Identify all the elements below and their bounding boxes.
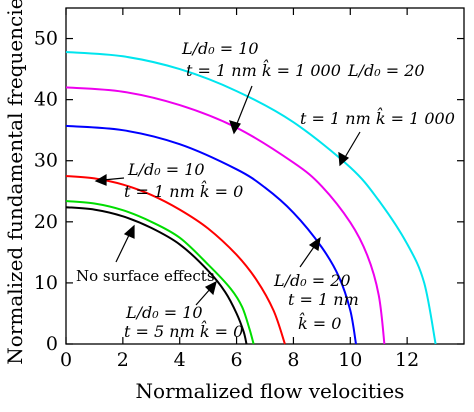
ticks-group: 0 2 4 6 8 10 12 0 10 20 30 40 50 [34, 8, 464, 371]
annotation-a7: L/d₀ = 20 t = 1 nm k̂ = 0 [273, 271, 359, 333]
series-line-5 [65, 51, 437, 345]
x-tick-label-5: 10 [338, 349, 362, 371]
annotation-a5-line1: No surface effects [76, 267, 215, 285]
annotation-a5: No surface effects [76, 267, 215, 285]
arrow-a5 [115, 224, 135, 263]
series-line-0 [65, 206, 248, 345]
annotation-a1-line2: t = 1 nm k̂ = 1 000 [186, 60, 341, 80]
annotation-a7-line3: k̂ = 0 [298, 313, 341, 333]
annotation-a6: L/d₀ = 10 t = 5 nm k̂ = 0 [124, 303, 243, 341]
arrow-a3 [338, 131, 361, 167]
annotation-a6-line1: L/d₀ = 10 [125, 303, 203, 322]
annotation-a2-line1: L/d₀ = 20 [347, 61, 425, 80]
annotation-a7-line2: t = 1 nm [288, 290, 359, 309]
annotation-a1: L/d₀ = 10 t = 1 nm k̂ = 1 000 [181, 39, 341, 80]
x-tick-label-6: 12 [395, 349, 419, 371]
x-tick-label-4: 8 [287, 349, 299, 371]
y-tick-label-3: 30 [34, 150, 58, 172]
arrow-a1 [229, 85, 253, 135]
y-tick-label-1: 10 [34, 272, 58, 294]
curves-group [65, 51, 437, 345]
y-tick-label-2: 20 [34, 211, 58, 233]
y-axis-label: Normalized fundamental frequencies [3, 0, 27, 365]
annotation-a4-line2: t = 1 nm k̂ = 0 [124, 181, 243, 201]
x-axis-label: Normalized flow velocities [136, 379, 405, 403]
x-tick-label-1: 2 [117, 349, 129, 371]
y-tick-label-4: 40 [34, 89, 58, 111]
annotation-a2: L/d₀ = 20 [347, 61, 425, 80]
annotation-a7-line1: L/d₀ = 20 [273, 271, 351, 290]
series-line-1 [65, 200, 255, 345]
y-tick-label-0: 0 [46, 333, 58, 355]
y-tick-label-5: 50 [34, 28, 58, 50]
x-tick-label-0: 0 [60, 349, 72, 371]
arrow-a6 [195, 280, 217, 306]
arrow-a4 [94, 173, 125, 186]
arrow-a7 [299, 236, 321, 268]
annotation-a3: t = 1 nm k̂ = 1 000 [300, 108, 455, 128]
series-line-4 [65, 86, 386, 345]
annotation-a1-line1: L/d₀ = 10 [181, 39, 259, 58]
x-tick-label-3: 6 [231, 349, 243, 371]
annotation-a6-line2: t = 5 nm k̂ = 0 [124, 321, 243, 341]
series-line-3 [65, 124, 357, 345]
annotation-arrows [94, 85, 361, 306]
annotation-a4: L/d₀ = 10 t = 1 nm k̂ = 0 [124, 160, 243, 201]
series-line-2 [65, 175, 286, 345]
annotation-a3-line1: t = 1 nm k̂ = 1 000 [300, 108, 455, 128]
x-tick-label-2: 4 [174, 349, 186, 371]
annotation-a4-line1: L/d₀ = 10 [127, 160, 205, 179]
